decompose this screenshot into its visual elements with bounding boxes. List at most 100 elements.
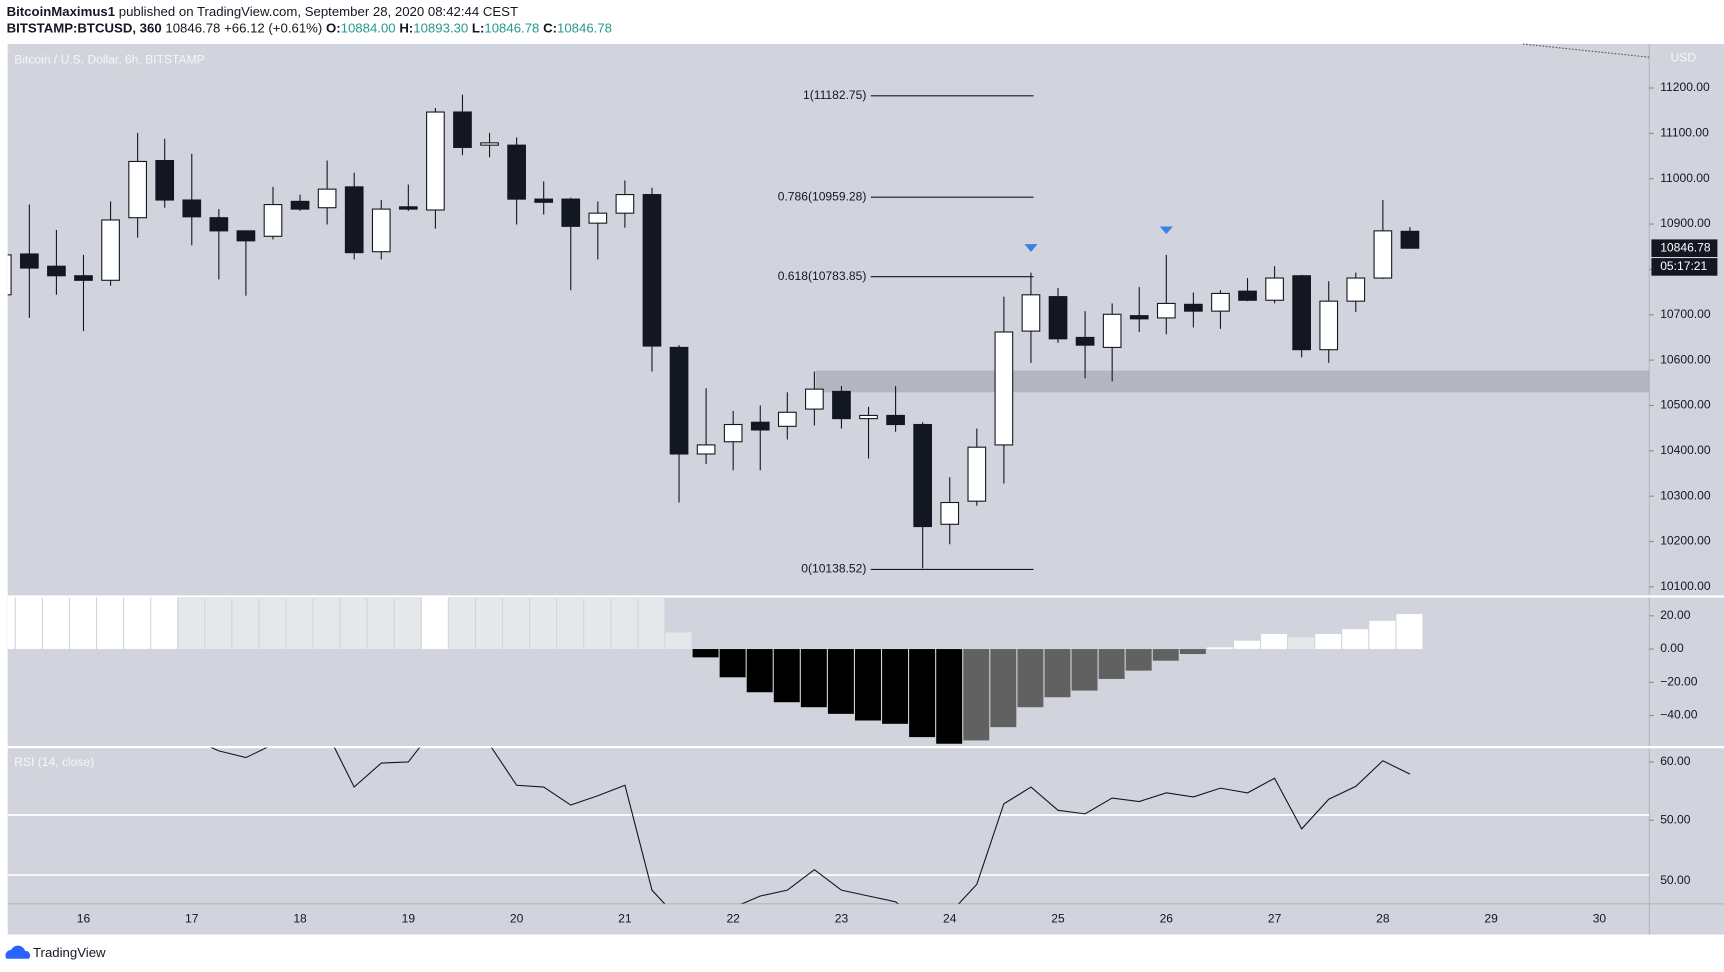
countdown-box: [1651, 258, 1718, 276]
histogram-bar: [936, 649, 963, 744]
o: 10884.00: [341, 21, 396, 36]
candle-body: [1292, 275, 1311, 351]
candle-body: [101, 219, 120, 281]
histogram-bar: [394, 597, 421, 650]
histogram-bar: [15, 597, 42, 650]
candle-body: [1319, 300, 1339, 351]
histogram-bar: [611, 597, 638, 650]
histogram-bar: [286, 597, 313, 650]
l: 10846.78: [484, 21, 539, 36]
histogram-bar: [557, 597, 584, 650]
x-tick-label: 20: [510, 911, 524, 925]
fib-label: 0.786(10959.28): [778, 189, 867, 203]
x-tick-label: 28: [1376, 911, 1390, 925]
x-tick-label: 27: [1268, 911, 1282, 925]
y-tick-label: 11100.00: [1660, 126, 1709, 140]
x-tick-label: 30: [1593, 911, 1607, 925]
y-tick-label: 10900.00: [1660, 216, 1711, 230]
candle-body: [1373, 230, 1393, 279]
histogram-bar: [1044, 649, 1071, 698]
brand-logo[interactable]: TradingView: [5, 945, 106, 960]
c: 10846.78: [557, 21, 612, 36]
y-tick-label: 10700.00: [1660, 307, 1711, 321]
histogram-bar: [1098, 649, 1125, 679]
candle-body: [561, 198, 581, 227]
histogram-bar: [827, 649, 854, 714]
candle-body: [1346, 277, 1366, 302]
h: 10893.30: [413, 21, 468, 36]
candle-body: [1184, 303, 1203, 312]
candle-body: [1075, 336, 1095, 346]
publish-line: BitcoinMaximus1 published on TradingView…: [7, 5, 518, 20]
y-tick-label: 20.00: [1660, 608, 1691, 622]
histogram-bar: [124, 597, 151, 650]
candle-body: [1129, 315, 1149, 320]
brand: TradingView: [33, 945, 106, 960]
l-label: L:: [472, 21, 484, 36]
candle-body: [507, 144, 526, 200]
logo-icon: [5, 945, 31, 959]
rsi-line: [210, 747, 1411, 904]
y-tick-label: −20.00: [1660, 674, 1698, 688]
y-tick-label: 10600.00: [1660, 352, 1711, 366]
candle-body: [371, 208, 391, 253]
candle-body: [290, 200, 310, 210]
candle-body: [1102, 313, 1122, 348]
candle-body: [832, 390, 851, 420]
o-label: O:: [326, 21, 341, 36]
candle-body: [426, 111, 445, 211]
histogram-bar: [1179, 649, 1206, 655]
histogram-bar: [476, 597, 502, 650]
candle-body: [74, 275, 93, 281]
histogram-bar: [421, 597, 448, 650]
histogram-bar: [665, 632, 692, 650]
published: published on TradingView.com, September …: [119, 5, 518, 20]
x-tick-label: 18: [293, 911, 307, 925]
histogram-bar: [1071, 649, 1098, 691]
fib-label: 0.618(10783.85): [778, 269, 867, 283]
candle-body: [236, 230, 256, 242]
histogram-bar: [1152, 649, 1179, 661]
histogram-bar: [259, 597, 286, 650]
candle-body: [128, 160, 147, 219]
histogram-bar: [530, 597, 557, 650]
signal-marker: [1024, 244, 1038, 252]
y-tick-label: 10400.00: [1660, 443, 1711, 457]
histogram-bar: [963, 649, 990, 741]
histogram-bar: [692, 649, 719, 658]
price-pane: 1(11182.75) 0.786(10959.28) 0.618(10783.85…: [7, 88, 1650, 576]
candle-body: [7, 254, 12, 296]
histogram-bar: [7, 597, 15, 650]
author[interactable]: BitcoinMaximus1: [7, 5, 115, 20]
candle-body: [1400, 230, 1420, 249]
rsi-title: RSI (14, close): [14, 755, 94, 769]
fib-label: 0(10138.52): [801, 562, 866, 576]
y-tick-label: 10200.00: [1660, 534, 1711, 548]
histogram-bar: [638, 597, 665, 650]
histogram-bar: [1315, 634, 1342, 650]
histogram-bar: [42, 597, 69, 650]
candle-body: [696, 444, 716, 455]
last-price-box: [1651, 239, 1718, 257]
y-tick-label: 10500.00: [1660, 398, 1711, 412]
x-tick-label: 24: [943, 911, 957, 925]
y-tick-label: 50.00: [1660, 812, 1691, 826]
candle-body: [1265, 277, 1284, 301]
candle-body: [669, 346, 689, 455]
symbol: BITSTAMP:BTCUSD, 360: [7, 21, 162, 36]
candle-body: [1238, 290, 1257, 301]
candle-body: [182, 199, 202, 218]
y-tick-label: 11000.00: [1660, 171, 1710, 185]
axis-unit: USD: [1671, 50, 1697, 64]
candle-body: [642, 194, 662, 347]
candle-body: [967, 446, 987, 502]
histogram-bar: [1342, 629, 1369, 650]
y-tick-label: 60.00: [1660, 754, 1691, 768]
candle-body: [859, 414, 878, 420]
histogram-bar: [313, 597, 340, 650]
candle-body: [1048, 296, 1068, 340]
y-tick-label: 10100.00: [1660, 579, 1711, 593]
rsi-pane: [7, 747, 1650, 904]
